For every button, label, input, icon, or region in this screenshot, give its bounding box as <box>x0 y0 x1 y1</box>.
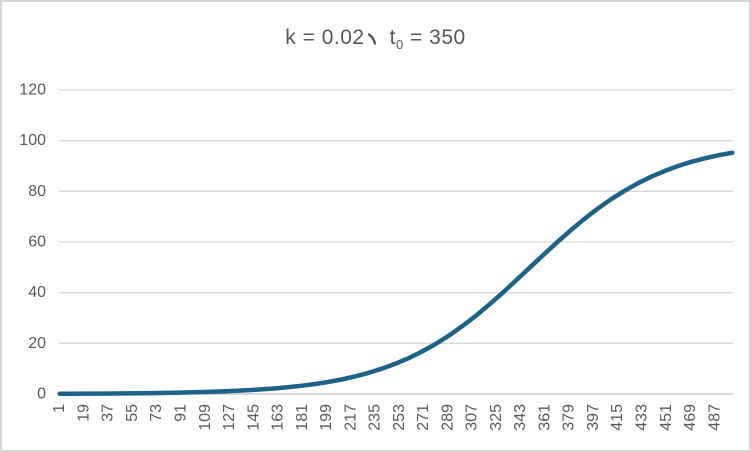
x-axis-label: 19 <box>75 404 92 422</box>
x-axis-label: 199 <box>318 404 335 431</box>
x-axis-label: 127 <box>221 404 238 431</box>
y-axis-label: 80 <box>28 183 46 200</box>
x-axis-label: 361 <box>536 404 553 431</box>
y-axis-label: 0 <box>37 386 46 403</box>
ideographic-comma-glyph <box>367 28 377 45</box>
chart-title: k = 0.02 t0 = 350 <box>2 26 749 53</box>
x-axis-label: 253 <box>391 404 408 431</box>
y-axis-label: 120 <box>19 82 46 99</box>
x-axis-label: 487 <box>706 404 723 431</box>
x-axis-label: 451 <box>658 404 675 431</box>
y-axis-label: 100 <box>19 132 46 149</box>
y-axis-label: 40 <box>28 284 46 301</box>
x-axis-label: 217 <box>342 404 359 431</box>
x-axis-label: 289 <box>439 404 456 431</box>
x-axis-label: 163 <box>270 404 287 431</box>
x-axis-label: 343 <box>512 404 529 431</box>
x-axis-label: 1 <box>51 404 68 413</box>
title-part1: k = 0.02 <box>285 26 365 49</box>
y-axis-label: 60 <box>28 234 46 251</box>
x-axis-label: 73 <box>148 404 165 422</box>
title-part2: t <box>389 26 396 49</box>
x-axis-label: 397 <box>585 404 602 431</box>
x-axis-label: 145 <box>245 404 262 431</box>
x-axis-label: 109 <box>197 404 214 431</box>
x-axis-label: 379 <box>561 404 578 431</box>
x-axis-label: 181 <box>294 404 311 431</box>
x-axis-label: 55 <box>124 404 141 422</box>
title-subscript: 0 <box>395 37 404 53</box>
x-axis-label: 325 <box>488 404 505 431</box>
x-axis-label: 415 <box>609 404 626 431</box>
x-axis-label: 271 <box>415 404 432 431</box>
x-axis-label: 91 <box>172 404 189 422</box>
x-axis-label: 307 <box>464 404 481 431</box>
x-axis-label: 235 <box>367 404 384 431</box>
y-axis-label: 20 <box>28 335 46 352</box>
x-axis-label: 37 <box>100 404 117 422</box>
series-line <box>57 150 735 397</box>
x-axis-label: 433 <box>634 404 651 431</box>
x-axis-label: 469 <box>682 404 699 431</box>
title-part3: = 350 <box>403 26 466 49</box>
